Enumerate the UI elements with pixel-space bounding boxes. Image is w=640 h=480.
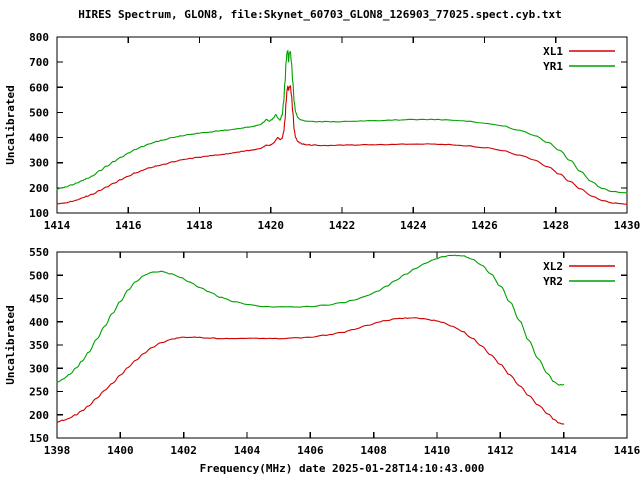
top-panel-group: 1414 1416 1418 1420 1422 1424 1426 1428 1430 100 2… (4, 31, 640, 232)
top-panel-ytick-label: 200 (29, 182, 49, 195)
bottom-panel-xtick-label: 1414 (550, 444, 577, 457)
bottom-panel-group: 1398 1400 1402 1404 1406 1408 1410 1412 1414 1416… (4, 246, 640, 475)
top-panel-frame (56, 36, 628, 214)
bottom-panel-xtick-label: 1412 (487, 444, 514, 457)
top-panel-xtick-label: 1424 (400, 219, 427, 232)
top-panel-xtick-label: 1430 (614, 219, 640, 232)
bottom-panel-ytick-label: 150 (29, 432, 49, 445)
legend-label-xl2: XL2 (543, 260, 563, 273)
top-panel-ytick-label: 300 (29, 157, 49, 170)
top-panel-ylabel: Uncalibrated (4, 85, 17, 164)
top-panel-ytick-label: 800 (29, 31, 49, 44)
top-panel-xtick-label: 1420 (258, 219, 285, 232)
page-title: HIRES Spectrum, GLON8, file:Skynet_60703… (78, 8, 562, 21)
bottom-panel-xtick-label: 1410 (424, 444, 451, 457)
bottom-panel-ytick-label: 200 (29, 409, 49, 422)
top-panel-xtick-label: 1426 (471, 219, 498, 232)
top-panel-xtick-label: 1428 (543, 219, 570, 232)
top-panel-xtick-label: 1416 (115, 219, 142, 232)
bottom-panel-xtick-label: 1398 (44, 444, 71, 457)
bottom-panel-series-yr2 (56, 254, 565, 386)
bottom-panel-series-xl2 (56, 317, 565, 425)
bottom-panel-ylabel: Uncalibrated (4, 305, 17, 384)
legend-label-yr2: YR2 (543, 275, 563, 288)
legend-label-yr1: YR1 (543, 60, 563, 73)
bottom-panel-frame (56, 251, 628, 439)
bottom-panel-ytick-label: 250 (29, 386, 49, 399)
top-panel-xtick-label: 1422 (329, 219, 356, 232)
top-panel-ytick-label: 400 (29, 132, 49, 145)
bottom-panel-ytick-label: 450 (29, 293, 49, 306)
top-panel-ytick-label: 700 (29, 56, 49, 69)
legend-label-xl1: XL1 (543, 45, 563, 58)
bottom-panel-ytick-label: 300 (29, 362, 49, 375)
top-panel-ytick-label: 500 (29, 106, 49, 119)
bottom-panel-xtick-label: 1408 (360, 444, 387, 457)
bottom-panel-xtick-label: 1404 (234, 444, 261, 457)
bottom-panel-xtick-label: 1416 (614, 444, 640, 457)
bottom-panel-ytick-label: 400 (29, 316, 49, 329)
bottom-panel-xlabel: Frequency(MHz) date 2025-01-28T14:10:43.… (200, 462, 485, 475)
bottom-panel-ytick-label: 350 (29, 339, 49, 352)
top-panel-xtick-label: 1418 (186, 219, 213, 232)
top-panel-series-xl1 (56, 85, 628, 206)
top-panel-series-yr1 (56, 50, 628, 194)
bottom-panel-xtick-label: 1406 (297, 444, 324, 457)
bottom-panel-xtick-label: 1402 (170, 444, 197, 457)
top-panel-ytick-label: 100 (29, 207, 49, 220)
top-panel-ytick-label: 600 (29, 81, 49, 94)
top-panel-xtick-label: 1414 (44, 219, 71, 232)
bottom-panel-ytick-label: 500 (29, 269, 49, 282)
bottom-panel-xtick-label: 1400 (107, 444, 134, 457)
bottom-panel-ytick-label: 550 (29, 246, 49, 259)
